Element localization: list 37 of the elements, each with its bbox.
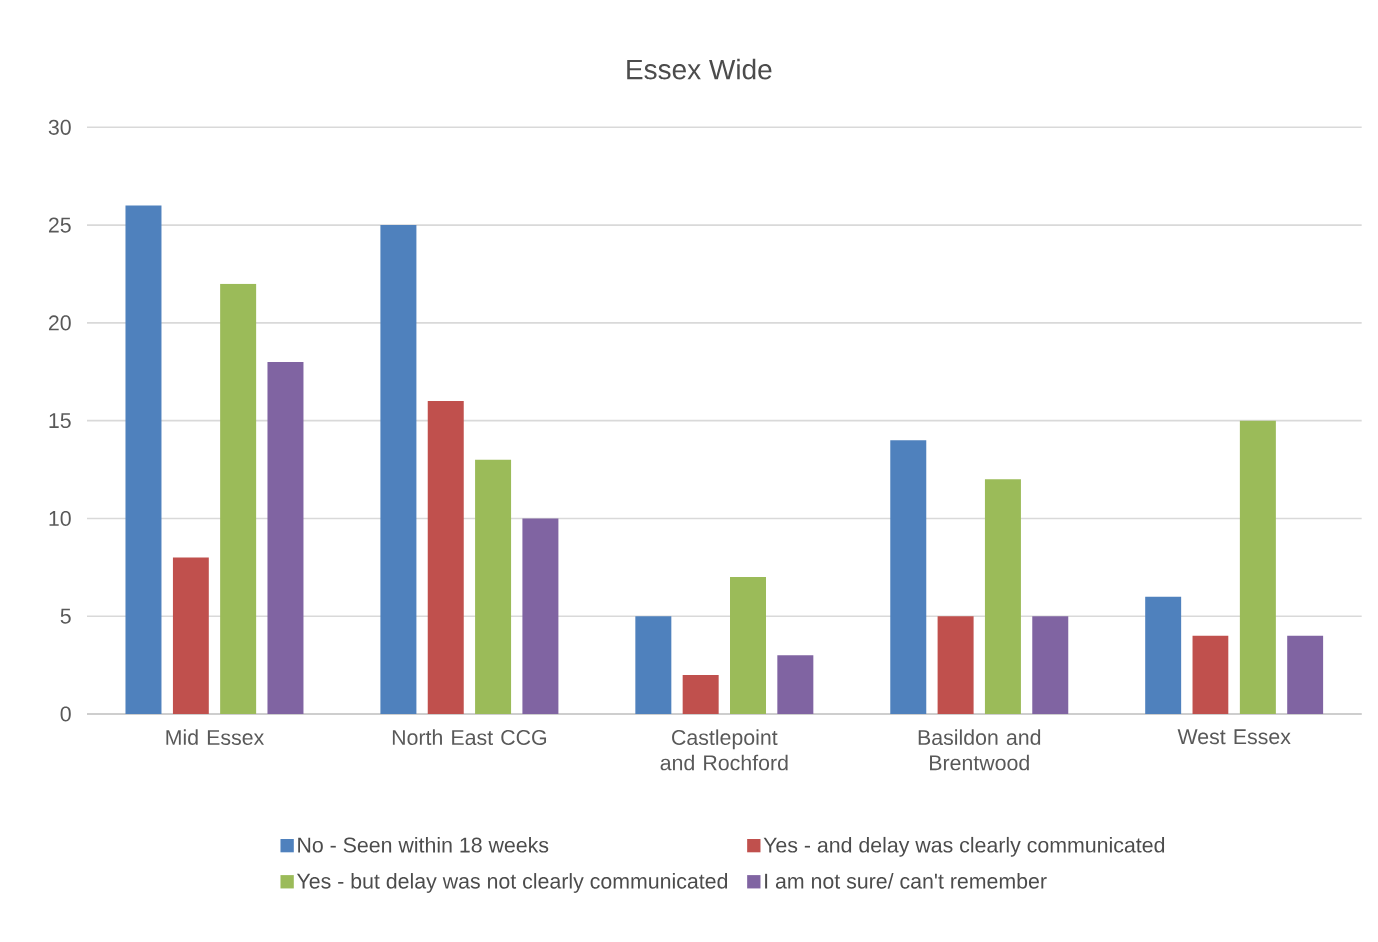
bar: [1192, 635, 1229, 714]
x-tick-label: Mid Essex: [166, 729, 265, 746]
bar: [267, 361, 304, 714]
bar: [427, 401, 464, 714]
bar: [635, 616, 672, 714]
y-tick-label: 0: [60, 706, 71, 722]
bar: [1239, 420, 1276, 714]
bar: [522, 518, 559, 714]
legend-label: Yes - and delay was clearly communicated: [763, 836, 1165, 857]
x-tick-label: Castlepoint and Rochford: [660, 729, 788, 771]
x-tick-label: West Essex: [1177, 729, 1291, 745]
x-tick-label: Basildon and Brentwood: [918, 729, 1041, 771]
bar: [777, 655, 814, 714]
y-tick-label: 10: [49, 510, 71, 526]
legend-label: Yes - but delay was not clearly communicated: [296, 873, 728, 893]
bar: [1145, 596, 1182, 714]
bar: [125, 205, 162, 714]
bar: [730, 577, 767, 714]
bar: [890, 440, 927, 714]
bar: [682, 674, 719, 714]
y-tick-label: 25: [48, 217, 71, 233]
y-tick-label: 15: [49, 413, 71, 429]
bar: [220, 283, 257, 714]
bar: [380, 225, 417, 714]
bar: [1287, 635, 1324, 714]
legend-label: No - Seen within 18 weeks: [298, 836, 549, 853]
y-tick-label: 30: [48, 119, 71, 135]
bar: [475, 459, 512, 714]
y-tick-label: 5: [60, 608, 71, 624]
x-tick-label: North East CCG: [392, 729, 547, 746]
bar: [1032, 616, 1069, 714]
chart-title: Essex Wide: [627, 58, 772, 80]
bar: [937, 616, 974, 714]
bar: [172, 557, 209, 714]
legend-label: I am not sure/ can't remember: [765, 873, 1047, 889]
bar: [984, 479, 1021, 714]
y-tick-label: 20: [48, 315, 71, 331]
